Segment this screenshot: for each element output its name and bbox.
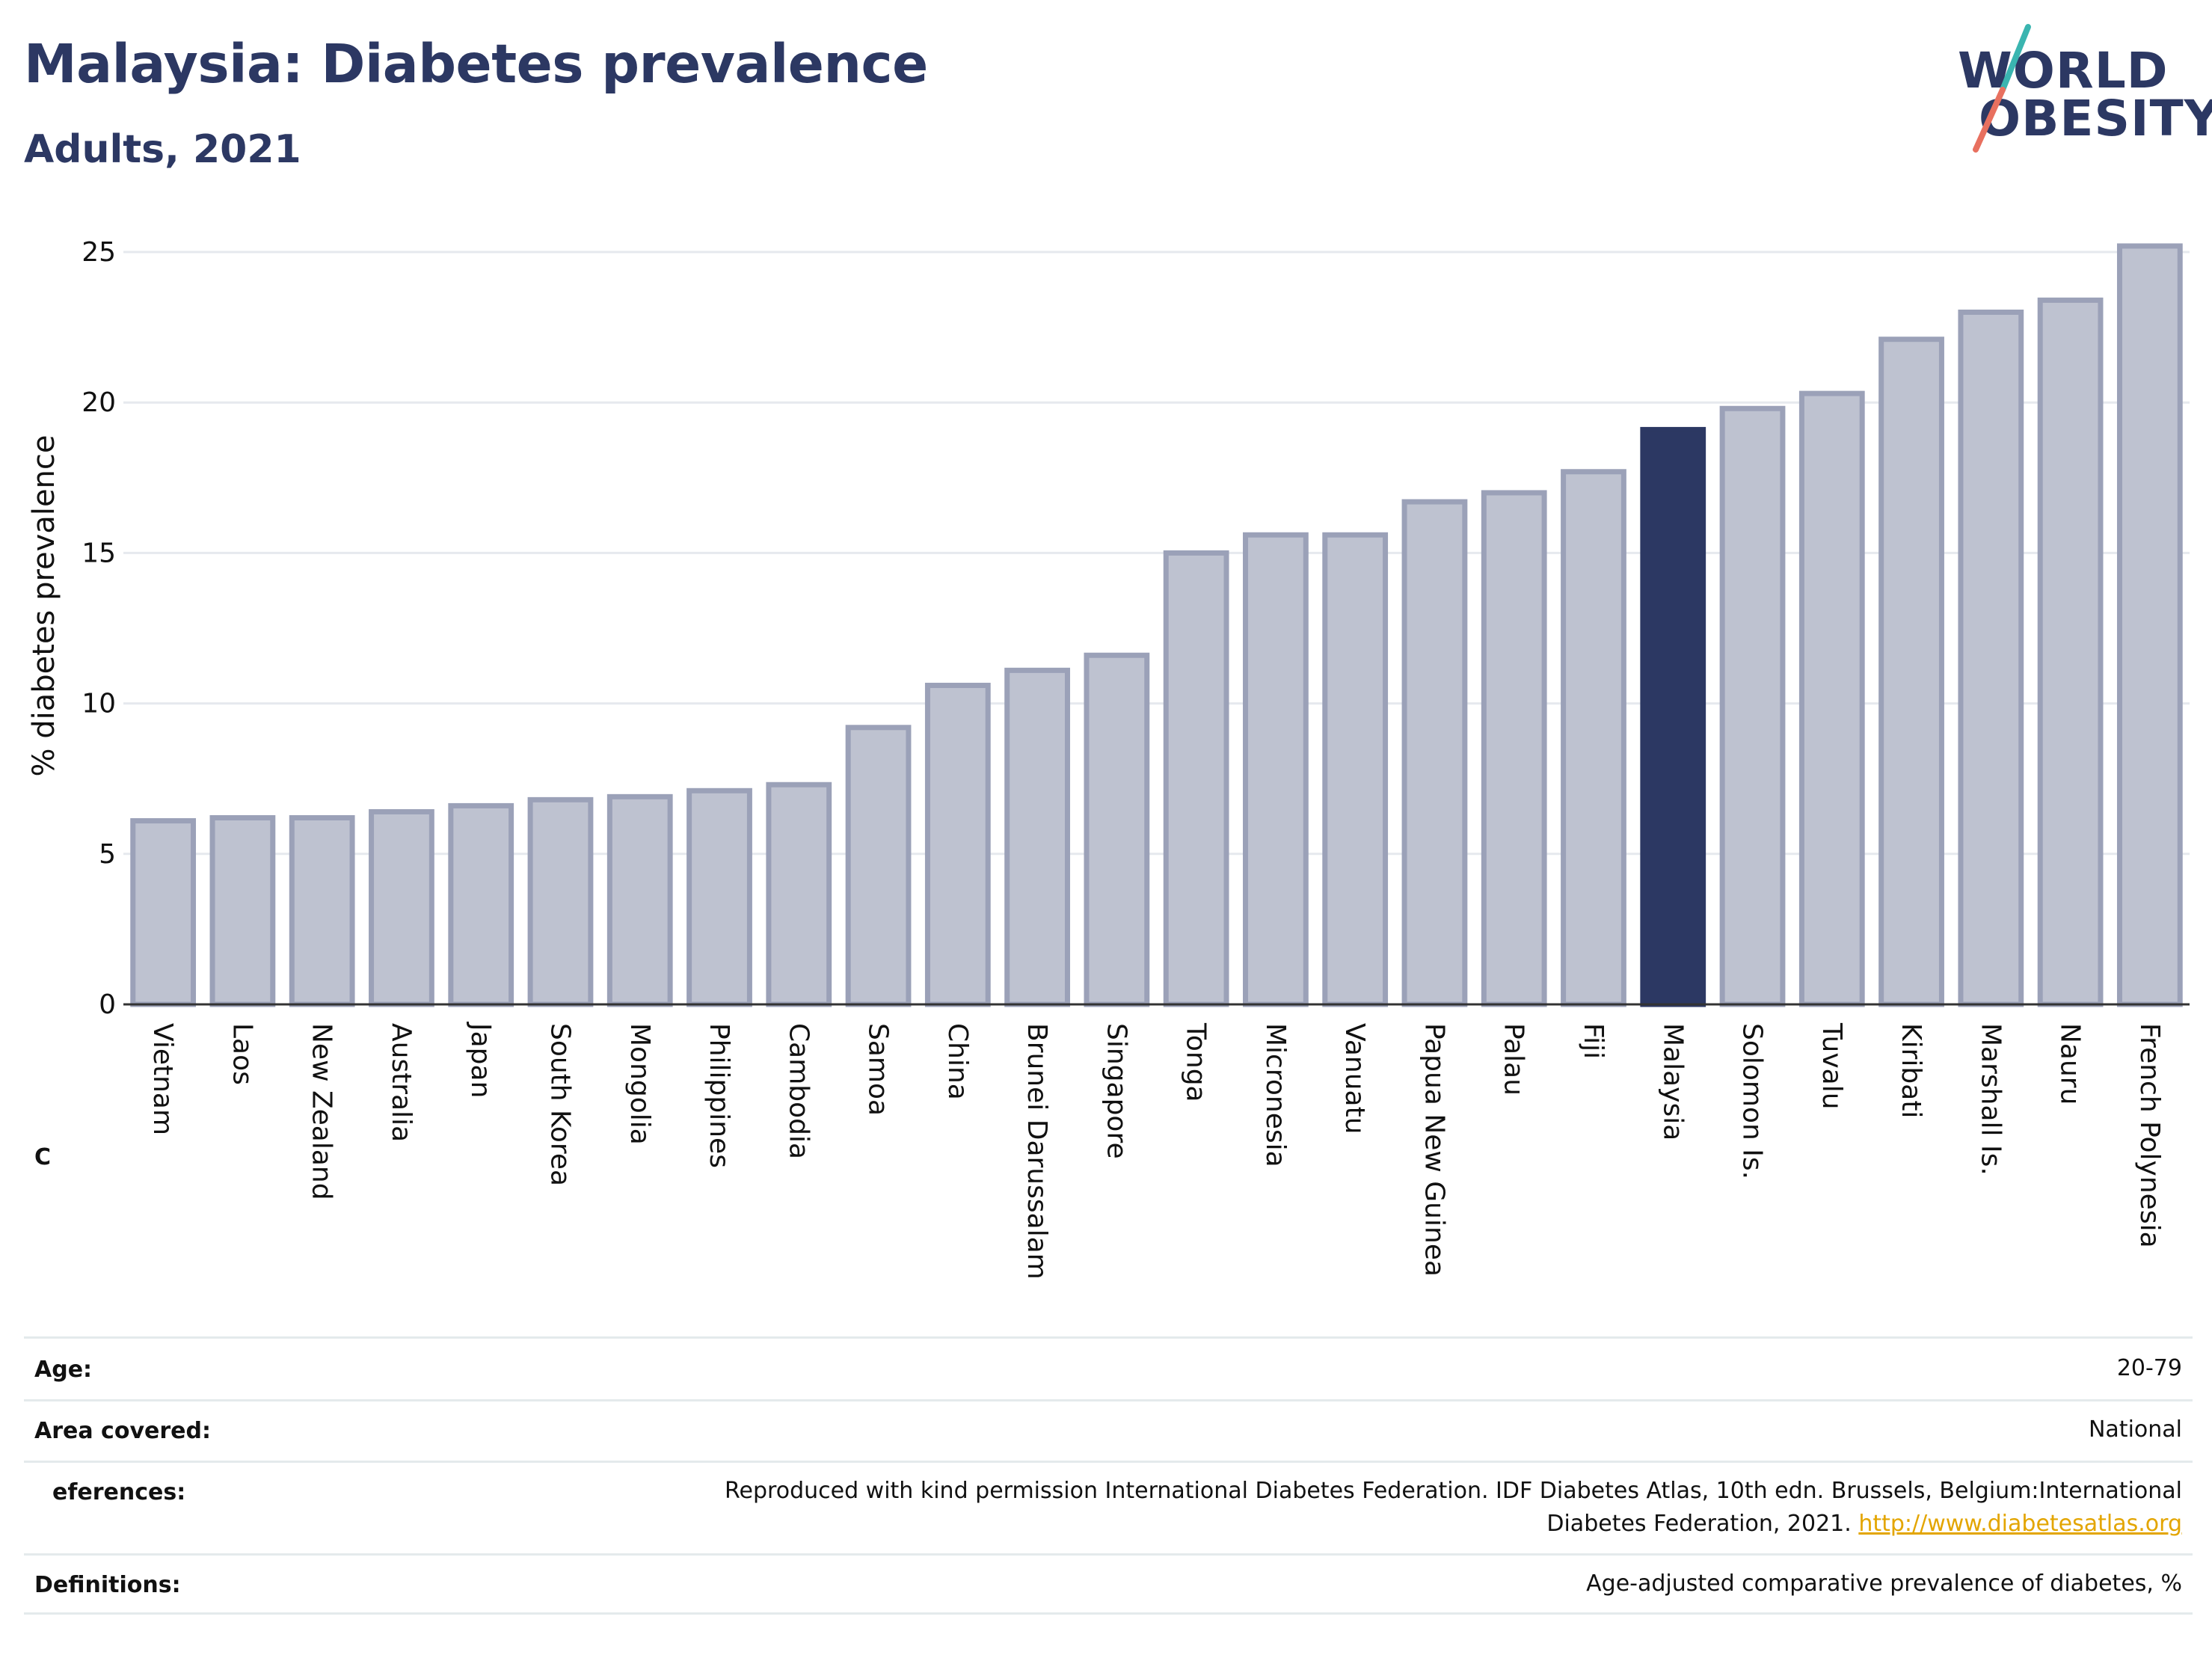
bar [2116, 243, 2183, 1007]
references-line-2: Diabetes Federation, 2021. [1546, 1511, 1852, 1537]
x-tick-label: Vanuatu [1339, 1023, 1370, 1134]
bar [1798, 390, 1865, 1007]
bar [1481, 490, 1547, 1007]
bar [369, 808, 434, 1007]
meta-label-area: Area covered: [34, 1418, 211, 1444]
meta-row-definitions: Definitions: Age-adjusted comparative pr… [24, 1553, 2193, 1615]
world-obesity-logo: WORLD OBESITY [1944, 22, 2212, 157]
page-title: Malaysia: Diabetes prevalence [24, 33, 928, 95]
bar [289, 815, 355, 1007]
logo-line-2: OBESITY [1979, 90, 2212, 147]
x-tick-label: South Korea [544, 1023, 575, 1186]
logo-slash-icon [1973, 24, 2031, 153]
bar [1401, 499, 1468, 1007]
bar [1561, 469, 1626, 1007]
x-tick-label: Tuvalu [1816, 1022, 1847, 1110]
bar [1163, 550, 1229, 1007]
y-tick-label: 25 [82, 237, 116, 268]
meta-row-references: eferences: Reproduced with kind permissi… [24, 1461, 2193, 1553]
bar [209, 815, 276, 1007]
y-tick-label: 10 [82, 689, 116, 719]
x-tick-label: Philippines [704, 1023, 734, 1168]
x-tick-label: Nauru [2055, 1023, 2086, 1105]
x-tick-label: Micronesia [1260, 1023, 1291, 1167]
bar [130, 818, 197, 1007]
bar [527, 796, 594, 1007]
x-tick-label: Solomon Is. [1737, 1023, 1768, 1179]
bar [606, 793, 673, 1007]
meta-label-references: eferences: [52, 1479, 186, 1505]
meta-value-area: National [2088, 1416, 2182, 1443]
bar-chart: 0 5 10 15 20 25 Vietnam Laos New Zealand Australi… [27, 237, 2190, 1280]
y-axis-title: % diabetes prevalence [27, 435, 61, 776]
y-tick-label: 15 [82, 538, 116, 568]
x-tick-label: Vietnam [147, 1023, 178, 1135]
bar [845, 725, 912, 1007]
meta-value-age: 20-79 [2116, 1355, 2182, 1381]
x-tick-label: Singapore [1101, 1023, 1131, 1159]
x-tick-label: Japan [465, 1022, 496, 1098]
bar [1719, 405, 1786, 1007]
metadata-table: Age: 20-79 Area covered: National eferen… [24, 1336, 2193, 1615]
x-tick-label: Malaysia [1657, 1023, 1688, 1140]
page-subtitle: Adults, 2021 [24, 127, 301, 172]
x-tick-label: Kiribati [1896, 1023, 1926, 1118]
meta-value-references: Reproduced with kind permission Internat… [725, 1475, 2182, 1541]
x-tick-label: Samoa [863, 1023, 894, 1116]
x-tick-label: Tonga [1181, 1022, 1211, 1102]
bar-highlight [1640, 426, 1706, 1007]
bar [1084, 652, 1150, 1007]
bar [1243, 532, 1309, 1007]
x-tick-label: New Zealand [307, 1023, 337, 1200]
x-tick-label: China [942, 1023, 973, 1100]
meta-label-age: Age: [34, 1357, 93, 1383]
x-tick-label: Mongolia [624, 1023, 655, 1145]
x-tick-label: Marshall Is. [1975, 1023, 2006, 1176]
x-tick-label: Fiji [1578, 1023, 1609, 1059]
y-tick-label: 5 [99, 839, 116, 870]
bar [1004, 667, 1070, 1007]
bar [924, 682, 991, 1007]
x-tick-label: Brunei Darussalam [1021, 1023, 1052, 1280]
x-tick-label: Papua New Guinea [1419, 1023, 1449, 1277]
bar [448, 802, 514, 1007]
meta-row-area: Area covered: National [24, 1399, 2193, 1461]
x-tick-label: Palau [1499, 1023, 1529, 1096]
bar [2037, 297, 2104, 1007]
x-tick-label: Cambodia [783, 1023, 814, 1159]
bar [1958, 309, 2024, 1007]
meta-row-age: Age: 20-79 [24, 1336, 2193, 1399]
bar [1878, 337, 1944, 1007]
side-letter: C [34, 1144, 52, 1170]
bar [766, 782, 832, 1007]
x-tick-label: French Polynesia [2134, 1023, 2165, 1248]
y-tick-label: 0 [99, 989, 116, 1020]
meta-value-definitions: Age-adjusted comparative prevalence of d… [1586, 1570, 2182, 1597]
references-line-1: Reproduced with kind permission Internat… [725, 1478, 2182, 1504]
diabetes-atlas-link[interactable]: http://www.diabetesatlas.org [1858, 1511, 2182, 1537]
bar [686, 787, 752, 1007]
meta-label-definitions: Definitions: [34, 1572, 181, 1598]
x-tick-label: Laos [227, 1023, 257, 1085]
logo-line-1: WORLD [1958, 42, 2169, 99]
bar [1322, 532, 1389, 1007]
x-tick-label: Australia [386, 1023, 417, 1142]
y-tick-label: 20 [82, 387, 116, 418]
